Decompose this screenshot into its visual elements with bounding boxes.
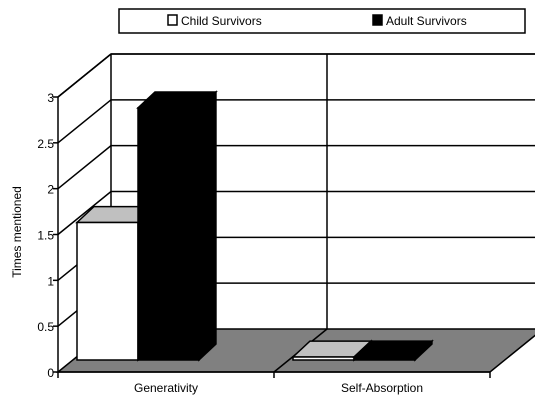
y-axis-ticks: 0 0.5 1 1.5 2 2.5 3: [37, 91, 54, 380]
bars: [75, 90, 434, 362]
bar-adult-survivors: [353, 356, 416, 361]
legend-label-child: Child Survivors: [181, 14, 262, 28]
y-tick-label: 3: [47, 91, 54, 105]
y-axis-label: Times mentioned: [10, 186, 24, 278]
x-category-label: Generativity: [134, 381, 198, 395]
bar-side: [198, 90, 217, 362]
y-tick-label: 2.5: [37, 137, 54, 151]
axes: [53, 96, 491, 378]
y-tick-label: 0.5: [37, 320, 54, 334]
y-tick-label: 2: [47, 183, 54, 197]
x-axis-categories: Generativity Self-Absorption: [134, 381, 423, 395]
bar-child-survivors: [292, 356, 355, 361]
y-tick-label: 1.5: [37, 229, 54, 243]
legend-swatch-adult: [372, 14, 383, 26]
bar-adult-survivors: [137, 107, 200, 361]
gridline: [57, 99, 535, 144]
legend-box: [118, 8, 526, 34]
legend-swatch-child: [167, 14, 178, 26]
gridline: [57, 144, 535, 190]
legend: Child Survivors Adult Survivors: [118, 8, 526, 34]
gridline: [57, 53, 535, 98]
y-tick-label: 1: [47, 274, 54, 288]
y-tick-label: 0: [47, 366, 54, 380]
legend-item-adult-survivors: Adult Survivors: [372, 14, 467, 28]
bar-child-survivors: [76, 221, 139, 361]
legend-label-adult: Adult Survivors: [386, 14, 467, 28]
legend-item-child-survivors: Child Survivors: [167, 14, 262, 28]
x-category-label: Self-Absorption: [341, 381, 423, 395]
gridline: [57, 190, 535, 236]
